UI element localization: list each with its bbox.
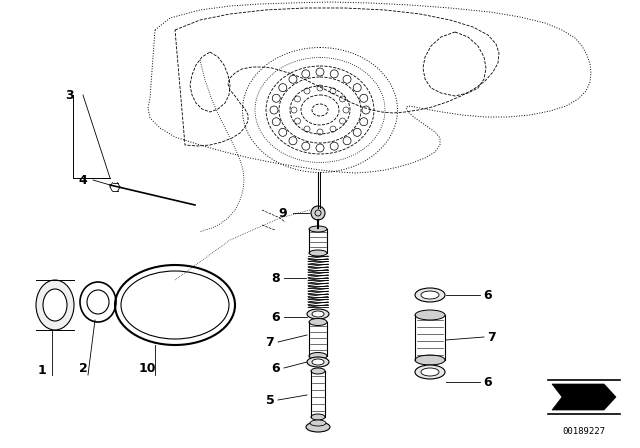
Circle shape [311,206,325,220]
Ellipse shape [309,250,327,256]
Ellipse shape [421,291,439,299]
Ellipse shape [415,355,445,365]
Text: 6: 6 [484,375,492,388]
Text: 5: 5 [266,393,275,406]
Ellipse shape [311,368,325,374]
Text: 6: 6 [484,289,492,302]
Text: 2: 2 [79,362,88,375]
Ellipse shape [309,353,327,359]
Ellipse shape [36,280,74,330]
Ellipse shape [415,288,445,302]
Ellipse shape [310,420,326,426]
Text: 00189227: 00189227 [563,427,605,436]
Ellipse shape [312,311,324,317]
Ellipse shape [43,289,67,321]
Text: 1: 1 [38,363,46,376]
Ellipse shape [421,368,439,376]
Ellipse shape [307,357,329,367]
Ellipse shape [306,422,330,432]
Ellipse shape [311,414,325,420]
Ellipse shape [415,310,445,320]
Text: 7: 7 [266,336,275,349]
Polygon shape [552,384,616,410]
Text: 4: 4 [79,173,88,186]
Ellipse shape [309,226,327,232]
Text: 6: 6 [272,362,280,375]
Text: 9: 9 [278,207,287,220]
Text: 3: 3 [66,89,74,102]
Ellipse shape [307,309,329,319]
Text: 8: 8 [272,271,280,284]
Ellipse shape [312,359,324,365]
Ellipse shape [309,319,327,326]
Text: 7: 7 [488,331,497,344]
Ellipse shape [415,365,445,379]
Text: 10: 10 [138,362,156,375]
Text: 6: 6 [272,310,280,323]
